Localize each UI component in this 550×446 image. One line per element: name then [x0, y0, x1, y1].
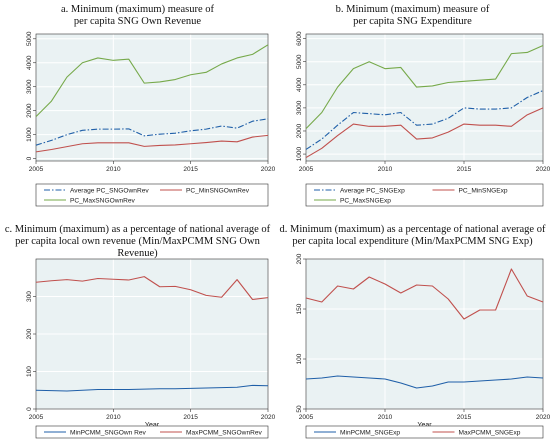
y-tick-label-b-1: 2000 [296, 123, 303, 138]
x-tick-label-d-0: 2005 [299, 414, 314, 421]
plot-frame-d [305, 258, 544, 410]
series-line-a-1 [35, 134, 269, 153]
x-tick-label-d-3: 2020 [536, 414, 550, 421]
plot-frame-a [35, 33, 269, 162]
series-line-c-1 [35, 276, 269, 301]
plot-frame-b [305, 33, 544, 162]
legend-box-d [305, 425, 544, 439]
chart-title-b-line1: b. Minimum (maximum) measure of [335, 4, 490, 15]
y-tick-label-a-5: 5000 [26, 31, 33, 46]
y-tick-label-c-0: 0 [26, 407, 33, 411]
x-tick-label-c-3: 2020 [261, 414, 276, 421]
series-line-b-2 [305, 45, 544, 130]
series-line-a-2 [35, 44, 269, 118]
legend-box-a [35, 183, 269, 207]
x-tick-label-b-0: 2005 [299, 166, 314, 173]
chart-panel-a: a. Minimum (maximum) measure of per capi… [0, 0, 276, 223]
y-tick-label-a-0: 0 [26, 156, 33, 160]
x-tick-label-b-2: 2015 [457, 166, 472, 173]
x-tick-label-d-1: 2010 [378, 414, 393, 421]
chart-title-a-line2: per capita SNG Own Revenue [73, 16, 202, 27]
x-tick-label-c-0: 2005 [29, 414, 44, 421]
y-tick-label-b-4: 5000 [296, 54, 303, 69]
series-line-d-1 [305, 268, 544, 320]
x-tick-label-a-3: 2020 [261, 166, 276, 173]
series-line-d-0 [305, 375, 544, 389]
legend-label-d-1: MaxPCMM_SNGExp [459, 429, 521, 436]
legend-label-d-0: MinPCMM_SNGExp [340, 429, 400, 436]
chart-title-a: a. Minimum (maximum) measure of per capi… [0, 4, 275, 28]
series-line-b-0 [305, 90, 544, 150]
y-tick-label-b-3: 4000 [296, 77, 303, 92]
series-line-a-0 [35, 118, 269, 146]
chart-title-a-line1: a. Minimum (maximum) measure of [60, 4, 215, 15]
y-tick-label-d-1: 100 [296, 353, 303, 364]
plot-area-d [306, 259, 543, 409]
chart-title-c-line2: per capita local own revenue (Min/MaxPCM… [15, 236, 260, 259]
series-line-b-1 [305, 107, 544, 159]
x-axis-label-d: Year [417, 422, 432, 429]
x-tick-label-a-2: 2015 [183, 166, 198, 173]
chart-title-c: c. Minimum (maximum) as a percentage of … [0, 224, 275, 260]
legend-label-a-2: PC_MaxSNGOwnRev [70, 197, 136, 204]
y-tick-label-c-1: 100 [26, 366, 33, 377]
y-tick-label-d-0: 50 [296, 405, 303, 413]
chart-title-d-line1: d. Minimum (maximum) as a percentage of … [279, 224, 546, 235]
plot-area-b [306, 34, 543, 161]
y-tick-label-a-1: 1000 [26, 127, 33, 142]
chart-title-c-line1: c. Minimum (maximum) as a percentage of … [4, 224, 271, 235]
legend-label-a-1: PC_MinSNGOwnRev [186, 187, 250, 194]
chart-title-b-line2: per capita SNG Expenditure [353, 16, 472, 27]
plot-frame-c [35, 258, 269, 410]
line-chart-d: 50 100 150 200 2005 2010 2015 2020 Year MinPCMM_S… [296, 253, 550, 439]
chart-title-d: d. Minimum (maximum) as a percentage of … [275, 224, 550, 248]
x-tick-label-b-1: 2010 [378, 166, 393, 173]
legend-label-c-0: MinPCMM_SNGOwn Rev [70, 429, 147, 436]
y-tick-label-b-0: 1000 [296, 146, 303, 161]
x-tick-label-c-1: 2010 [106, 414, 121, 421]
x-tick-label-b-3: 2020 [536, 166, 550, 173]
chart-title-b: b. Minimum (maximum) measure of per capi… [275, 4, 550, 28]
legend-label-c-1: MaxPCMM_SNGOwnRev [186, 429, 263, 436]
legend-label-b-1: PC_MinSNGExp [459, 187, 508, 194]
chart-panel-d: d. Minimum (maximum) as a percentage of … [275, 223, 550, 446]
plot-area-a [36, 34, 268, 161]
x-tick-label-d-2: 2015 [457, 414, 472, 421]
legend-label-b-2: PC_MaxSNGExp [340, 197, 391, 204]
legend-label-a-0: Average PC_SNGOwnRev [70, 187, 149, 194]
y-tick-label-a-3: 3000 [26, 79, 33, 94]
y-tick-label-a-4: 4000 [26, 55, 33, 70]
chart-title-d-line2: per capita local expenditure (Min/MaxPCM… [292, 236, 533, 247]
y-tick-label-d-3: 200 [296, 253, 303, 264]
x-axis-label-c: Year [145, 422, 160, 429]
legend-box-b [305, 183, 544, 207]
y-tick-label-a-2: 2000 [26, 103, 33, 118]
legend-box-c [35, 425, 269, 439]
x-tick-label-a-0: 2005 [29, 166, 44, 173]
x-tick-label-a-1: 2010 [106, 166, 121, 173]
chart-panel-b: b. Minimum (maximum) measure of per capi… [275, 0, 550, 223]
y-tick-label-d-2: 150 [296, 303, 303, 314]
y-tick-label-c-2: 200 [26, 328, 33, 339]
series-line-c-0 [35, 384, 269, 392]
x-tick-label-c-2: 2015 [183, 414, 198, 421]
y-tick-label-c-3: 300 [26, 291, 33, 302]
line-chart-b: 1000 2000 3000 4000 5000 6000 2005 2010 2015 2020… [296, 31, 550, 207]
line-chart-c: 0 100 200 300 2005 2010 2015 2020 YearMinPCMM_SN… [26, 258, 276, 439]
y-tick-label-b-2: 3000 [296, 100, 303, 115]
line-chart-a: 0 1000 2000 3000 4000 5000 2005 2010 2015 2020 Ave… [26, 31, 276, 207]
chart-panel-c: c. Minimum (maximum) as a percentage of … [0, 223, 276, 446]
y-tick-label-b-5: 6000 [296, 31, 303, 46]
legend-label-b-0: Average PC_SNGExp [340, 187, 405, 194]
